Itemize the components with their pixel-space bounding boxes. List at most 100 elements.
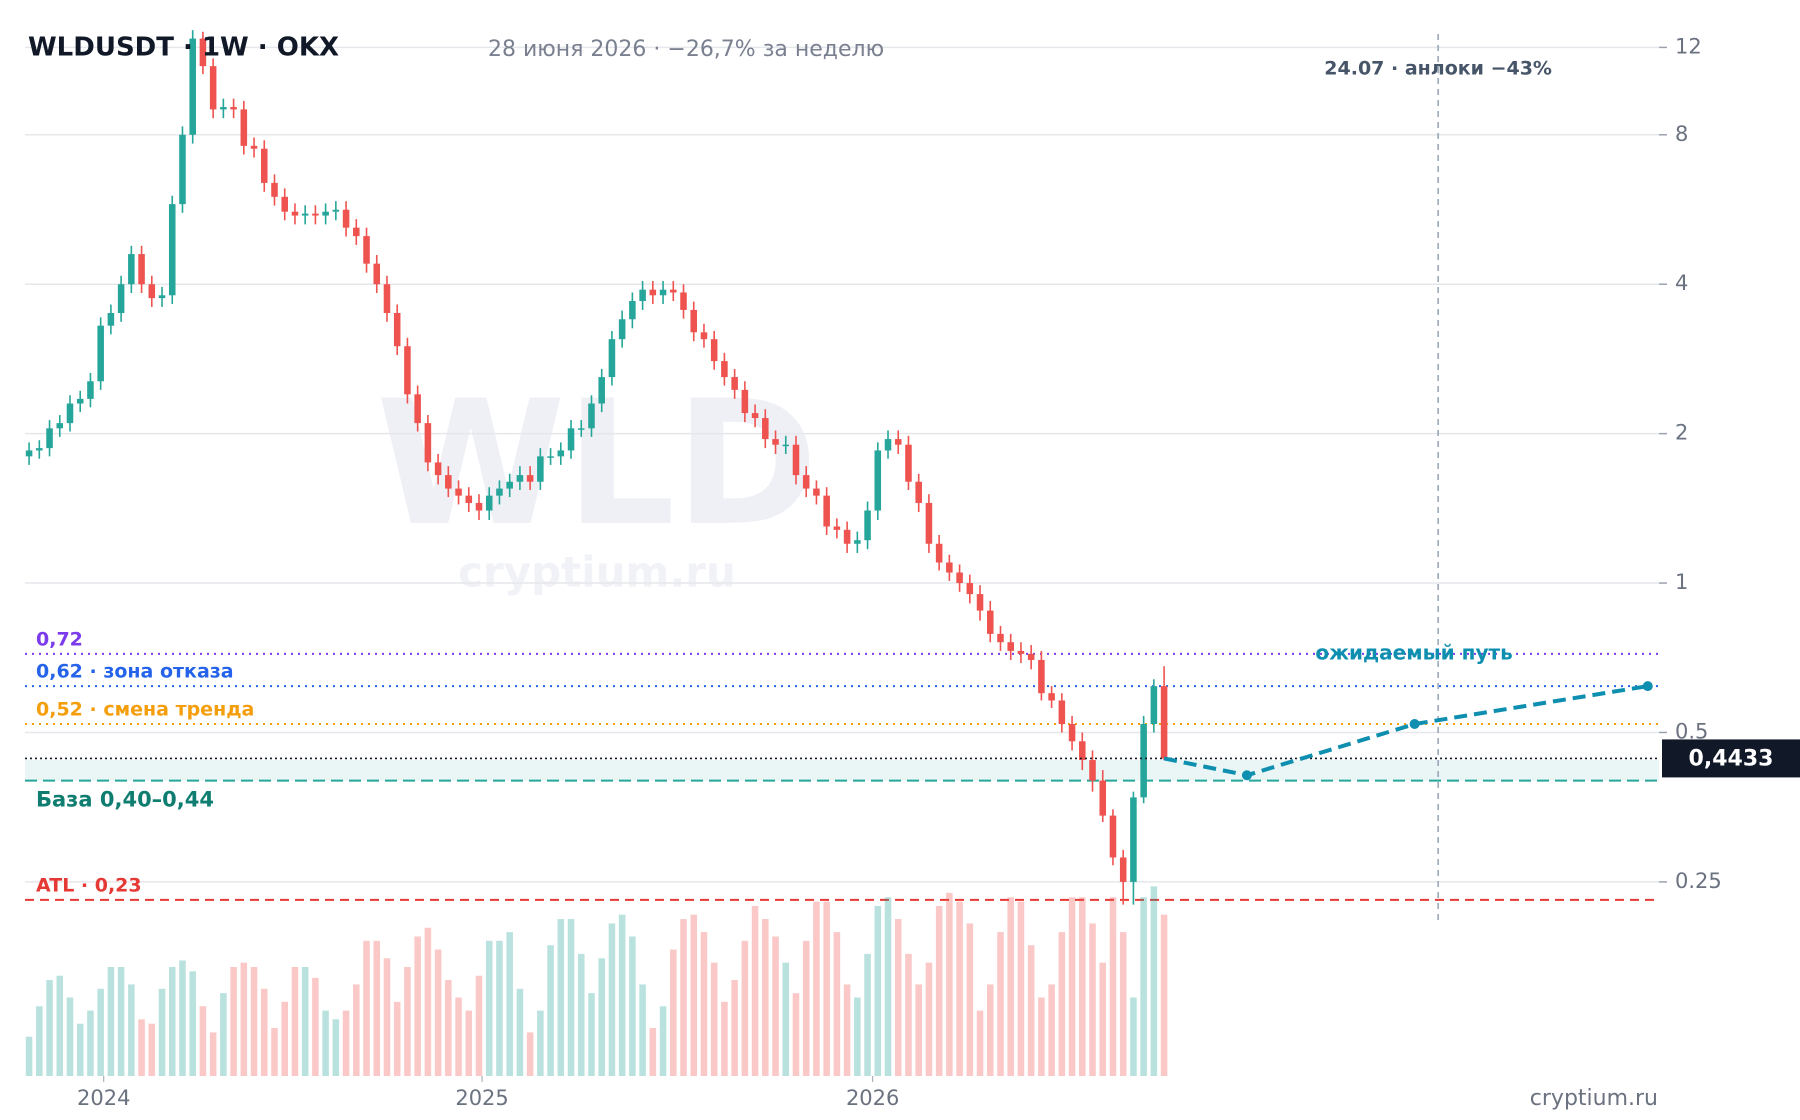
volume-bar [240,962,248,1076]
candle-body [117,284,125,314]
volume-bar [721,1001,728,1076]
candle-body [925,502,933,544]
candle-body [639,289,646,302]
candle-body [250,145,258,149]
volume-bar [986,984,994,1076]
volume-bar [158,988,166,1076]
candle-body [710,339,718,362]
y-tick-label: 12 [1675,34,1702,58]
base-zone-label: База 0,40–0,44 [36,788,214,812]
x-tick-label: 2026 [846,1086,899,1110]
candle-body [46,428,53,449]
candle-body [414,394,421,424]
candle-body [976,594,984,611]
volume-bar [537,1010,544,1076]
candle-body [1079,741,1086,761]
volume-bar [915,984,922,1076]
candle-body [281,196,288,212]
candle-body [905,444,912,482]
volume-bar [802,940,810,1076]
volume-bar [557,919,565,1076]
volume-bar [312,977,319,1076]
candle-body [762,418,769,440]
candle-body [230,107,237,110]
watermark-ticker: WLD [376,363,818,564]
base-zone [25,760,1659,781]
candle-body [1160,686,1168,759]
volume-bar [1058,932,1066,1076]
volume-bar [25,1036,33,1076]
candle-body [199,38,207,67]
candle-body [1038,659,1045,694]
candle-body [537,456,544,482]
volume-bar [567,919,575,1076]
candle-body [506,481,513,489]
candle-body [138,254,145,285]
candle-body [608,339,616,378]
candle-body [1027,653,1035,660]
volume-bar [639,984,646,1076]
level-label: 0,62 · зона отказа [36,661,234,683]
candle-body [649,289,657,296]
volume-bar [935,905,943,1076]
volume-bar [434,949,442,1076]
volume-bar [823,901,830,1076]
candle-body [690,309,698,333]
volume-bar [36,1006,43,1076]
candle-body [179,134,186,205]
volume-bar [956,901,963,1076]
volume-bar [997,932,1004,1076]
volume-bar [670,949,677,1076]
volume-bar [1089,923,1096,1076]
volume-bar [199,1006,207,1076]
volume-bar [363,940,370,1076]
volume-bar [588,993,595,1076]
volume-bar [373,940,381,1076]
volume-bar [414,936,421,1076]
candle-body [782,444,790,447]
volume-bar [1119,932,1127,1076]
candle-body [946,562,953,573]
candle-body [680,292,687,310]
candle-body [445,475,452,489]
x-tick-label: 2025 [455,1086,508,1110]
candle-body [1109,815,1117,858]
y-tick-label: 1 [1675,570,1688,594]
candle-body [772,439,779,445]
source: cryptium.ru [1530,1086,1658,1111]
candle-body [833,526,841,530]
chart-subtitle: 28 июня 2026 · −26,7% за неделю [488,37,884,62]
candle-body [577,428,585,430]
volume-bar [1099,962,1107,1076]
candle-body [322,211,329,216]
volume-bar [168,967,176,1076]
y-tick-label: 8 [1675,122,1688,146]
volume-bar [1109,897,1117,1076]
candle-body [659,289,667,296]
volume-bar [230,967,237,1076]
candle-body [1068,724,1076,742]
volume-bar [128,984,135,1076]
volume-bar [690,914,698,1076]
candle-body [97,325,104,382]
volume-bar [1017,901,1025,1076]
projection-line [1163,684,1649,778]
volume-bar [762,919,769,1076]
volume-bar [1048,984,1055,1076]
candle-body [1007,642,1014,651]
volume-bar [792,993,800,1076]
volume-bar [465,1010,473,1076]
candle-body [741,389,749,414]
projection-point [1642,681,1653,692]
candle-body [997,633,1004,643]
volume-bar [731,980,738,1076]
volume-bar [189,971,196,1076]
volume-bar [710,962,718,1076]
level-label: 0,72 [36,628,83,650]
event-label: 24.07 · анлоки −43% [1324,58,1552,80]
last-price-tag [1662,739,1800,778]
candle-body [751,413,759,419]
candle-body [670,289,677,293]
volume-bar [1079,897,1086,1076]
candle-body [915,481,922,503]
